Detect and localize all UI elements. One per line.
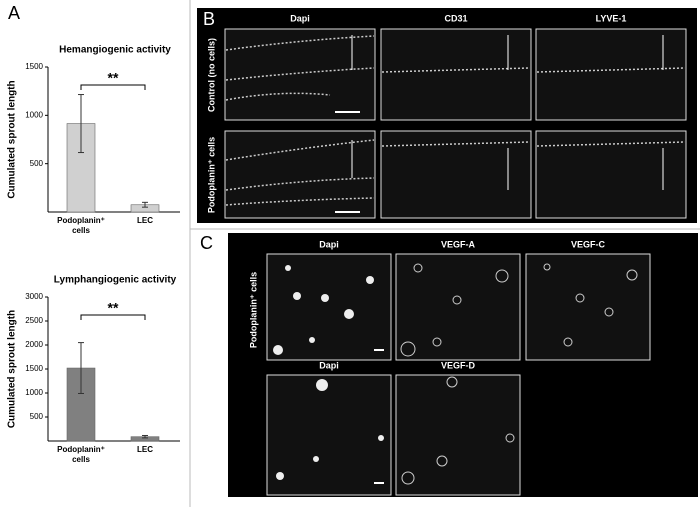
chart-title: Hemangiogenic activity	[59, 45, 171, 56]
row-label: Podoplanin⁺ cells	[206, 137, 216, 213]
y-tick-label: 1500	[25, 364, 43, 373]
column-title: Dapi	[290, 13, 310, 23]
panel-label: A	[8, 3, 20, 23]
y-tick-label: 3000	[25, 292, 43, 301]
panel-label: B	[203, 9, 215, 29]
image-title: VEGF-A	[441, 239, 476, 249]
y-tick-label: 2000	[25, 340, 43, 349]
image-title: VEGF-C	[571, 239, 606, 249]
image-title: VEGF-D	[441, 360, 476, 370]
y-tick-label: 1500	[25, 62, 43, 71]
y-tick-label: 500	[30, 159, 44, 168]
x-tick-label: Podoplanin⁺ cells	[57, 216, 105, 235]
row-label: Podoplanin⁺ cells	[248, 272, 258, 348]
row-label: Control (no cells)	[206, 38, 216, 112]
column-title: LYVE-1	[596, 13, 627, 23]
chart-title: Lymphangiogenic activity	[54, 275, 177, 286]
y-tick-label: 1000	[25, 110, 43, 119]
y-tick-label: 500	[30, 412, 44, 421]
y-axis-label: Cumulated sprout length	[7, 310, 18, 428]
x-tick-label: Podoplanin⁺ cells	[57, 445, 105, 464]
y-tick-label: 1000	[25, 388, 43, 397]
micrographs	[266, 253, 651, 496]
significance: **	[108, 70, 119, 86]
panel-label: C	[200, 233, 213, 253]
x-tick-label: LEC	[137, 216, 153, 225]
micrographs	[224, 28, 687, 219]
column-title: CD31	[444, 13, 467, 23]
image-title: Dapi	[319, 239, 339, 249]
significance-bracket	[80, 314, 146, 320]
significance-bracket	[80, 84, 146, 90]
y-tick-label: 2500	[25, 316, 43, 325]
y-axis-label: Cumulated sprout length	[7, 80, 18, 198]
significance: **	[108, 300, 119, 316]
image-title: Dapi	[319, 360, 339, 370]
x-tick-label: LEC	[137, 445, 153, 454]
